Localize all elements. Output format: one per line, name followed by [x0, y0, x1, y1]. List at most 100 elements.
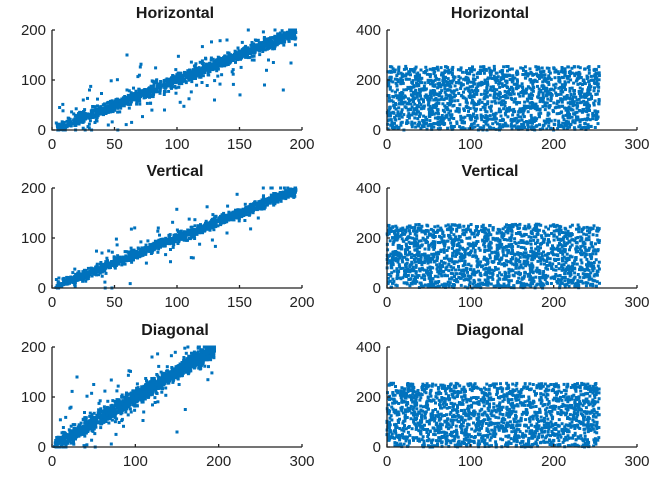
- data-point: [435, 65, 439, 69]
- data-point: [494, 80, 498, 84]
- data-point: [512, 92, 516, 96]
- data-point: [588, 83, 591, 87]
- data-point: [288, 32, 291, 36]
- data-point: [407, 77, 411, 81]
- data-point: [507, 68, 511, 72]
- data-point: [483, 89, 487, 93]
- data-point: [470, 88, 474, 92]
- data-point: [108, 110, 112, 114]
- data-point: [139, 93, 143, 97]
- data-point: [124, 123, 128, 127]
- data-point: [500, 82, 504, 86]
- data-point: [529, 126, 533, 130]
- data-point: [184, 76, 188, 80]
- data-point: [467, 109, 470, 113]
- data-point: [267, 58, 270, 62]
- data-point: [174, 68, 178, 72]
- data-point: [413, 121, 417, 125]
- data-point: [443, 104, 447, 108]
- data-point: [542, 87, 546, 91]
- data-point: [172, 233, 176, 237]
- data-point: [190, 228, 194, 232]
- data-point: [527, 120, 531, 124]
- data-point: [172, 76, 176, 80]
- data-point: [227, 53, 231, 57]
- data-point: [157, 247, 161, 251]
- data-point: [597, 85, 601, 89]
- data-point: [449, 109, 452, 113]
- data-point: [435, 77, 438, 81]
- data-point: [87, 122, 91, 126]
- data-point: [513, 76, 517, 80]
- data-point: [510, 127, 514, 131]
- data-point: [211, 219, 215, 223]
- data-point: [281, 40, 285, 43]
- data-point: [154, 79, 158, 83]
- data-point: [69, 120, 73, 124]
- data-point: [393, 77, 397, 81]
- data-point: [195, 83, 199, 87]
- data-point: [518, 84, 522, 88]
- data-point: [224, 218, 228, 221]
- data-point: [194, 67, 198, 71]
- data-point: [473, 119, 477, 123]
- data-point: [114, 237, 118, 241]
- data-point: [413, 112, 417, 116]
- data-point: [479, 83, 482, 87]
- data-point: [201, 228, 205, 232]
- data-point: [247, 205, 251, 209]
- data-point: [575, 77, 579, 81]
- data-point: [397, 106, 401, 110]
- data-point: [178, 79, 182, 83]
- data-point: [406, 72, 410, 76]
- data-point: [415, 108, 419, 112]
- data-point: [249, 50, 253, 54]
- data-point: [247, 52, 251, 55]
- data-point: [57, 122, 60, 126]
- data-point: [252, 54, 256, 58]
- data-point: [113, 101, 116, 104]
- data-point: [533, 103, 537, 107]
- data-point: [394, 114, 398, 118]
- data-point: [546, 77, 550, 81]
- data-point: [57, 276, 61, 280]
- data-point: [396, 110, 400, 114]
- data-point: [457, 78, 461, 82]
- data-point: [580, 127, 584, 131]
- data-point: [460, 121, 464, 124]
- data-point: [251, 46, 255, 50]
- data-point: [275, 43, 279, 47]
- data-point: [89, 116, 93, 119]
- data-point: [432, 112, 436, 116]
- data-point: [208, 228, 212, 232]
- data-point: [402, 88, 406, 92]
- data-point: [545, 117, 549, 121]
- data-point: [561, 104, 565, 108]
- data-point: [119, 104, 122, 108]
- data-point: [216, 224, 220, 228]
- data-point: [494, 101, 498, 105]
- data-point: [156, 226, 160, 230]
- data-point: [576, 115, 580, 119]
- data-point: [440, 122, 444, 126]
- data-point: [526, 99, 530, 103]
- data-point: [151, 85, 155, 88]
- data-point: [419, 97, 423, 101]
- data-point: [440, 114, 444, 117]
- data-point: [275, 35, 279, 39]
- data-point: [433, 67, 437, 71]
- data-point: [581, 118, 585, 122]
- data-point: [279, 186, 283, 190]
- data-point: [531, 93, 535, 97]
- data-point: [118, 255, 122, 259]
- data-point: [470, 122, 474, 126]
- data-point: [480, 80, 484, 84]
- data-point: [420, 87, 424, 91]
- data-point: [523, 100, 527, 104]
- data-point: [426, 103, 430, 107]
- data-point: [425, 121, 428, 125]
- data-point: [158, 86, 162, 90]
- data-point: [388, 75, 392, 79]
- data-point: [508, 88, 512, 92]
